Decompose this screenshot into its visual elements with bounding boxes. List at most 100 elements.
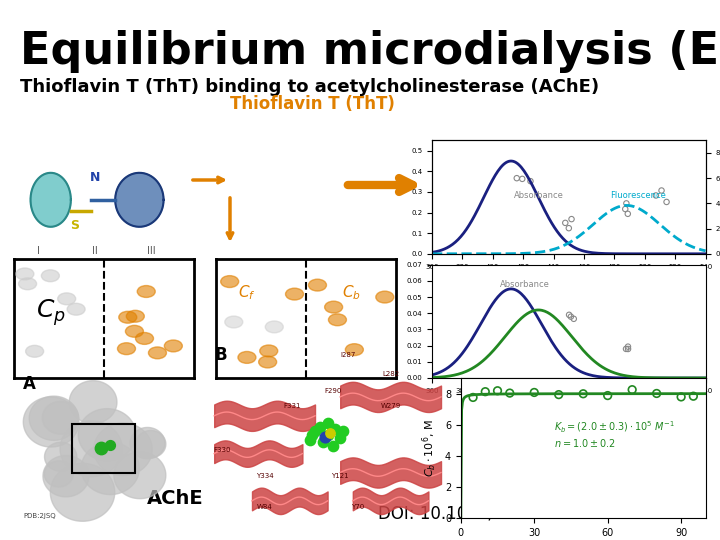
Point [504, 389, 516, 397]
Text: Y70: Y70 [351, 503, 364, 510]
Circle shape [221, 275, 239, 287]
Point [467, 393, 479, 402]
Circle shape [225, 316, 243, 328]
Y-axis label: $C_b \cdot 10^6$, M: $C_b \cdot 10^6$, M [421, 419, 439, 477]
Point [656, 186, 667, 195]
Point [525, 177, 536, 185]
Circle shape [138, 286, 156, 298]
Point [511, 174, 523, 183]
Circle shape [260, 345, 278, 357]
Text: PDB:2JSQ: PDB:2JSQ [23, 514, 56, 519]
Point [620, 345, 631, 353]
Point [317, 438, 328, 447]
Text: Equilibrium microdialysis (EMD): Equilibrium microdialysis (EMD) [20, 30, 720, 73]
Text: B: B [215, 346, 227, 364]
Text: Y334: Y334 [256, 473, 274, 480]
Text: S: S [71, 219, 79, 232]
Point [327, 442, 338, 450]
Point [305, 436, 316, 445]
Text: Absorbance: Absorbance [500, 280, 550, 289]
Circle shape [117, 343, 135, 355]
Circle shape [148, 347, 166, 359]
Point [626, 386, 638, 394]
Text: I287: I287 [340, 352, 356, 359]
Point [565, 312, 577, 321]
Polygon shape [44, 461, 73, 487]
Circle shape [308, 279, 326, 291]
Circle shape [135, 333, 153, 345]
Point [568, 314, 580, 323]
Circle shape [346, 343, 364, 355]
Text: Absorbance: Absorbance [514, 191, 564, 200]
Circle shape [125, 326, 143, 338]
Point [559, 219, 571, 227]
Text: Thioflavin T (ThT): Thioflavin T (ThT) [230, 95, 395, 113]
Polygon shape [130, 428, 165, 459]
Circle shape [265, 321, 283, 333]
Point [651, 389, 662, 398]
Point [95, 444, 107, 453]
Text: $C_{f}$: $C_{f}$ [238, 283, 256, 302]
Point [650, 191, 662, 200]
Text: F331: F331 [284, 403, 301, 409]
Point [516, 174, 528, 183]
Polygon shape [43, 456, 89, 497]
Point [335, 434, 346, 443]
Point [553, 390, 564, 399]
Circle shape [41, 270, 59, 282]
Text: F290: F290 [324, 388, 341, 394]
Polygon shape [23, 397, 79, 447]
Point [563, 310, 575, 319]
Polygon shape [81, 442, 140, 495]
Polygon shape [115, 173, 163, 227]
Polygon shape [60, 421, 122, 477]
Point [661, 198, 672, 206]
Point [492, 387, 503, 395]
Point [577, 389, 589, 398]
Point [688, 392, 699, 401]
Text: L282: L282 [382, 371, 399, 377]
Polygon shape [45, 442, 77, 471]
Point [337, 427, 348, 435]
Circle shape [26, 346, 44, 357]
Circle shape [126, 310, 144, 322]
Circle shape [258, 356, 276, 368]
Text: AChE: AChE [147, 489, 203, 508]
Text: $K_b = (2.0\pm0.3)\cdot10^5\ M^{-1}$
$n = 1.0\pm0.2$: $K_b = (2.0\pm0.3)\cdot10^5\ M^{-1}$ $n … [554, 420, 675, 449]
Point [566, 215, 577, 224]
Text: III: III [147, 246, 156, 256]
Circle shape [376, 291, 394, 303]
Circle shape [119, 311, 137, 323]
Circle shape [67, 303, 85, 315]
Text: $C_b$: $C_b$ [341, 283, 361, 302]
Point [563, 224, 575, 233]
Polygon shape [50, 463, 114, 521]
Point [619, 205, 631, 213]
Text: W279: W279 [380, 403, 401, 409]
Circle shape [238, 352, 256, 363]
Point [104, 441, 116, 449]
Text: F330: F330 [213, 447, 230, 453]
Polygon shape [78, 409, 136, 461]
Point [675, 393, 687, 401]
Point [622, 210, 634, 218]
Point [621, 199, 632, 208]
Text: Fluorescence: Fluorescence [610, 191, 666, 200]
Circle shape [19, 278, 37, 290]
Polygon shape [42, 401, 78, 434]
Polygon shape [135, 430, 166, 458]
Polygon shape [30, 396, 78, 441]
Point [307, 430, 318, 439]
Point [330, 424, 341, 433]
Point [320, 432, 331, 441]
Text: II: II [92, 246, 98, 256]
Text: W84: W84 [257, 503, 272, 510]
Circle shape [58, 293, 76, 305]
Point [602, 392, 613, 400]
Text: Thioflavin T (ThT) binding to acetylcholinesterase (AChE): Thioflavin T (ThT) binding to acetylchol… [20, 78, 599, 96]
Polygon shape [114, 452, 166, 498]
Text: DOI: 10.1021/acschemneuro.8b00111: DOI: 10.1021/acschemneuro.8b00111 [378, 504, 695, 522]
Text: $C_p$: $C_p$ [35, 298, 66, 328]
Bar [72, 424, 135, 472]
Point [480, 387, 491, 396]
